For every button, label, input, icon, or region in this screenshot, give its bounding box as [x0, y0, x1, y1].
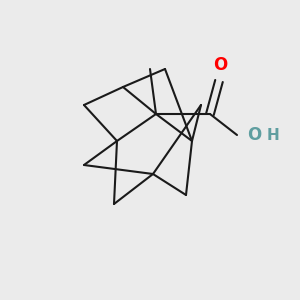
Text: O: O	[248, 126, 262, 144]
Text: H: H	[267, 128, 280, 142]
Text: O: O	[213, 56, 228, 74]
